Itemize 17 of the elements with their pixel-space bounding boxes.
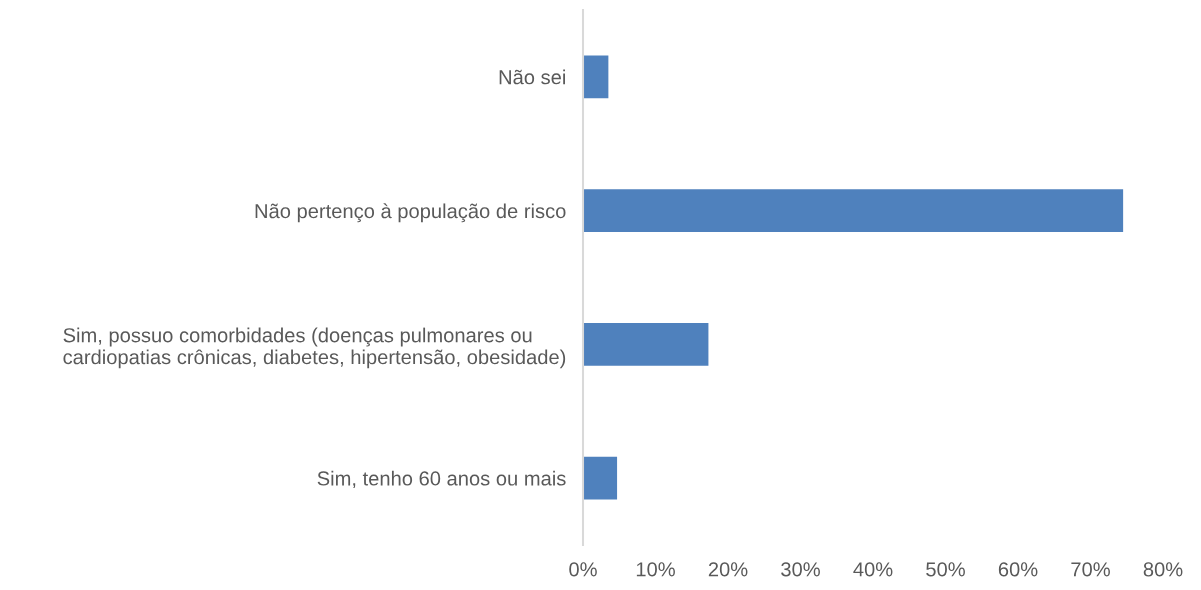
- x-tick-label: 50%: [926, 562, 965, 577]
- x-tick-label: 60%: [998, 562, 1038, 577]
- bar: [583, 189, 1124, 233]
- y-tick-label: Não sei: [499, 69, 565, 85]
- x-tick-label: 40%: [853, 562, 893, 577]
- x-tick-label: 0%: [569, 562, 597, 577]
- x-tick-label: 80%: [1143, 562, 1183, 577]
- y-tick-label: Não pertenço à população de risco: [255, 203, 566, 223]
- x-tick-label: 30%: [781, 562, 820, 577]
- y-tick-label: Sim, tenho 60 anos ou mais: [317, 470, 566, 488]
- bar: [583, 456, 618, 500]
- x-tick-label: 70%: [1071, 562, 1110, 577]
- x-tick-label: 10%: [636, 562, 675, 577]
- bar: [583, 322, 709, 366]
- bar: [583, 55, 609, 99]
- y-tick-label: Sim, possuo comorbidades (doenças pulmonares ou cardiopatias crônicas, diabetes, hipertensão, obesidade): [63, 327, 566, 369]
- x-tick-label: 20%: [708, 562, 748, 577]
